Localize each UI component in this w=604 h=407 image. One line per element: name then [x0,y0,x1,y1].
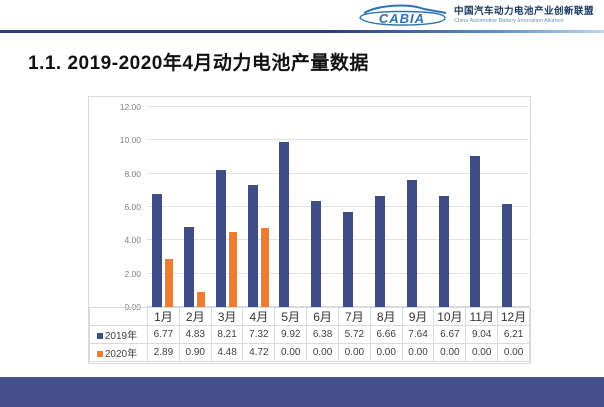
bar-2019年-4月 [247,185,258,307]
gridline [147,272,529,274]
value-cell: 6.21 [497,325,530,344]
value-cell: 9.04 [465,325,499,344]
month-header-cell: 9月 [401,307,435,326]
value-cell: 0.00 [497,343,530,362]
bar-2019年-5月 [279,141,290,307]
value-cell: 8.21 [210,325,244,344]
table-corner-cell [89,307,148,326]
bar-2019年-3月 [215,170,226,307]
month-header-cell: 5月 [274,307,308,326]
car-swoosh-icon [359,4,447,26]
org-name-english: China Automotive Battery Innovation Alli… [453,18,564,25]
org-names: 中国汽车动力电池产业创新联盟 China Automotive Battery … [453,6,594,25]
gridline [147,106,529,107]
legend-marker-icon [96,333,103,339]
footer-bar [0,377,604,407]
gridline [147,239,529,241]
gridline [147,206,529,207]
battery-production-chart: 0.00 2.00 4.00 6.00 8.00 10.00 12.00 1月 2月 3月 4月 5… [88,96,531,364]
value-cell: 0.00 [306,343,339,362]
value-cell: 2.89 [147,343,180,362]
gridline [147,172,529,174]
cabia-logo-mark: CABIA [356,4,448,28]
bar-2020年-2月 [196,292,205,307]
y-axis-tick-label: 12.00 [119,102,141,112]
page-title: 1.1. 2019-2020年4月动力电池产量数据 [28,53,369,74]
value-cell: 0.00 [465,343,499,362]
value-cell: 4.72 [242,343,276,362]
org-name-chinese: 中国汽车动力电池产业创新联盟 [453,6,594,18]
y-axis-tick-label: 4.00 [124,235,141,246]
plot-area [147,106,529,307]
cabia-logo: CABIA 中国汽车动力电池产业创新联盟 China Automotive Ba… [356,4,594,28]
series-legend-label: 2020年 [89,343,148,362]
bar-2020年-3月 [228,232,237,307]
bar-2019年-12月 [502,203,513,307]
header-divider-line [0,30,604,33]
table-row-2019年: 2019年 6.77 4.83 8.21 7.32 9.92 6.38 5.72 6.66 7.6… [89,325,530,344]
value-cell: 0.90 [178,343,212,362]
value-cell: 6.66 [369,325,403,344]
bar-2020年-4月 [260,228,269,307]
table-month-header-row: 1月 2月 3月 4月 5月 6月 7月 8月 9月 10月 11月 12月 [89,307,530,326]
slide-header: CABIA 中国汽车动力电池产业创新联盟 China Automotive Ba… [0,0,604,30]
value-cell: 4.48 [210,343,244,362]
y-axis-tick-label: 2.00 [124,268,141,279]
month-header-cell: 7月 [337,307,371,326]
value-cell: 0.00 [433,343,467,362]
data-table-wrap: 1月 2月 3月 4月 5月 6月 7月 8月 9月 10月 11月 12月 2019年 6.77 4.83… [89,307,530,362]
value-cell: 0.00 [337,343,371,362]
month-header-cell: 6月 [306,307,339,326]
value-cell: 7.32 [242,325,276,344]
gridline [147,139,529,141]
bar-2019年-11月 [470,156,481,307]
bar-2019年-6月 [311,200,322,307]
month-header-cell: 11月 [465,307,499,326]
value-cell: 0.00 [274,343,308,362]
y-axis-tick-label: 6.00 [124,202,141,212]
y-axis-labels: 0.00 2.00 4.00 6.00 8.00 10.00 12.00 [89,102,141,312]
month-header-cell: 12月 [497,307,530,326]
bar-2020年-1月 [165,258,173,307]
table-row-2020年: 2020年 2.89 0.90 4.48 4.72 0.00 0.00 0.00 0.00 0.0… [89,343,530,362]
month-header-cell: 10月 [433,307,467,326]
month-header-cell: 3月 [210,307,244,326]
bar-2019年-2月 [183,226,194,307]
bar-2019年-7月 [343,211,353,307]
series-legend-label: 2019年 [89,325,148,344]
value-cell: 4.83 [178,325,212,344]
bar-2019年-1月 [152,194,162,307]
month-header-cell: 1月 [147,307,180,326]
data-table: 1月 2月 3月 4月 5月 6月 7月 8月 9月 10月 11月 12月 2019年 6.77 4.83… [89,307,530,362]
value-cell: 6.67 [433,325,467,344]
bar-2019年-8月 [374,196,385,307]
value-cell: 5.72 [337,325,371,344]
x-axis-line [147,306,529,307]
y-axis-tick-label: 8.00 [124,168,141,179]
bar-2019年-10月 [438,195,449,307]
logo-wordmark: CABIA [378,11,426,26]
value-cell: 0.00 [401,343,435,362]
value-cell: 7.64 [401,325,435,344]
month-header-cell: 4月 [242,307,276,326]
legend-marker-icon [96,351,103,357]
bar-2019年-9月 [406,179,417,307]
month-header-cell: 2月 [178,307,212,326]
value-cell: 0.00 [369,343,403,362]
y-axis-tick-label: 10.00 [119,135,141,146]
value-cell: 6.38 [306,325,339,344]
value-cell: 9.92 [274,325,308,344]
value-cell: 6.77 [147,325,180,344]
month-header-cell: 8月 [369,307,403,326]
